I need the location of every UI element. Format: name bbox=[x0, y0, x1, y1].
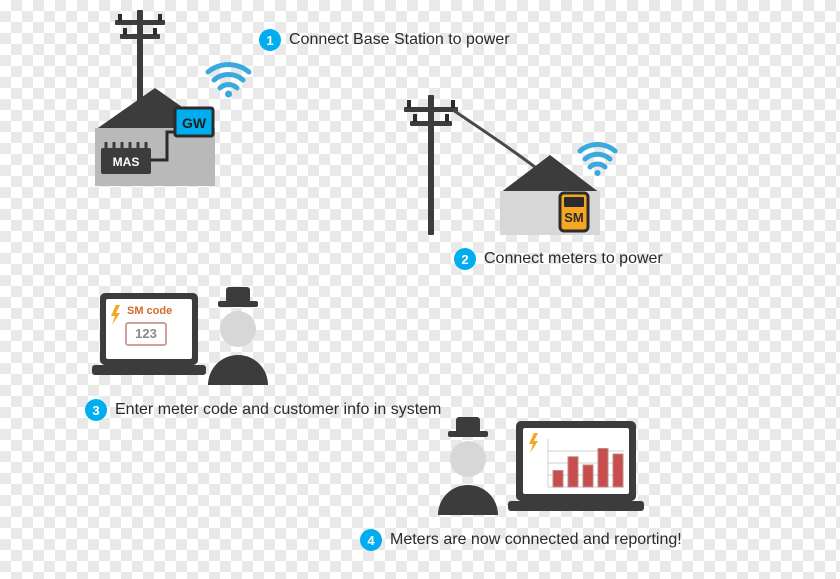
step-1-number: 1 bbox=[266, 33, 273, 48]
step-3-label: Enter meter code and customer info in sy… bbox=[115, 400, 441, 420]
step-3-number: 3 bbox=[92, 403, 99, 418]
gw-label: GW bbox=[182, 115, 207, 131]
sm-code-header: SM code bbox=[127, 305, 172, 317]
step-4-illus bbox=[430, 415, 660, 525]
step-2-number: 2 bbox=[461, 252, 468, 267]
step-2-illus: SM bbox=[390, 95, 650, 245]
step-1-illus: GW MAS bbox=[95, 10, 265, 200]
step-2-label: Connect meters to power bbox=[484, 249, 663, 269]
mas-label: MAS bbox=[113, 155, 140, 169]
sm-code-value: 123 bbox=[135, 326, 157, 341]
step-4-badge: 4 bbox=[360, 529, 382, 551]
step-3-illus: SM code 123 bbox=[90, 285, 280, 395]
sm-label: SM bbox=[564, 210, 584, 225]
step-4-label: Meters are now connected and reporting! bbox=[390, 530, 682, 550]
operator-icon bbox=[208, 287, 268, 385]
step-1-label: Connect Base Station to power bbox=[289, 30, 510, 50]
diagram-stage: 1 Connect Base Station to power GW bbox=[0, 0, 840, 579]
operator2-icon bbox=[438, 417, 498, 515]
step-2-badge: 2 bbox=[454, 248, 476, 270]
step-3-badge: 3 bbox=[85, 399, 107, 421]
step-4-number: 4 bbox=[367, 533, 374, 548]
